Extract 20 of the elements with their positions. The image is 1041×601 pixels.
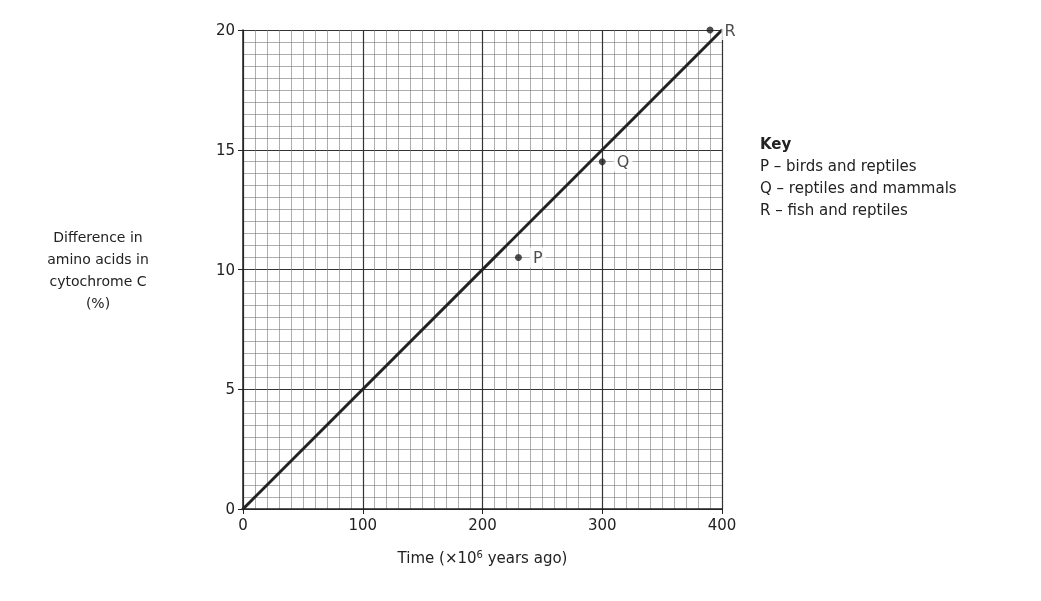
x-tick-label: 0 <box>238 515 248 534</box>
x-tick-label: 200 <box>468 515 497 534</box>
x-tick-label: 400 <box>707 515 737 534</box>
point <box>598 158 606 166</box>
x-tick-label: 300 <box>587 515 617 534</box>
y-axis-title: Difference in amino acids in cytochrome C (%) <box>47 228 149 311</box>
y-tick-label: 20 <box>215 21 235 39</box>
text: P – birds and reptiles <box>760 156 917 175</box>
data-label: Q <box>616 152 630 172</box>
data-label: R <box>724 20 736 40</box>
x-tick-label: 100 <box>348 515 378 534</box>
text: R – fish and reptiles <box>760 200 909 219</box>
y-tick-label: 0 <box>225 500 235 518</box>
text: Q – reptiles and mammals <box>760 178 957 197</box>
y-tick-label: 5 <box>225 380 235 399</box>
y-tick-label: 15 <box>215 140 235 159</box>
text: Key <box>760 134 792 153</box>
y-tick-label: 10 <box>215 260 235 279</box>
data-label: P <box>532 248 543 268</box>
point <box>514 254 522 262</box>
